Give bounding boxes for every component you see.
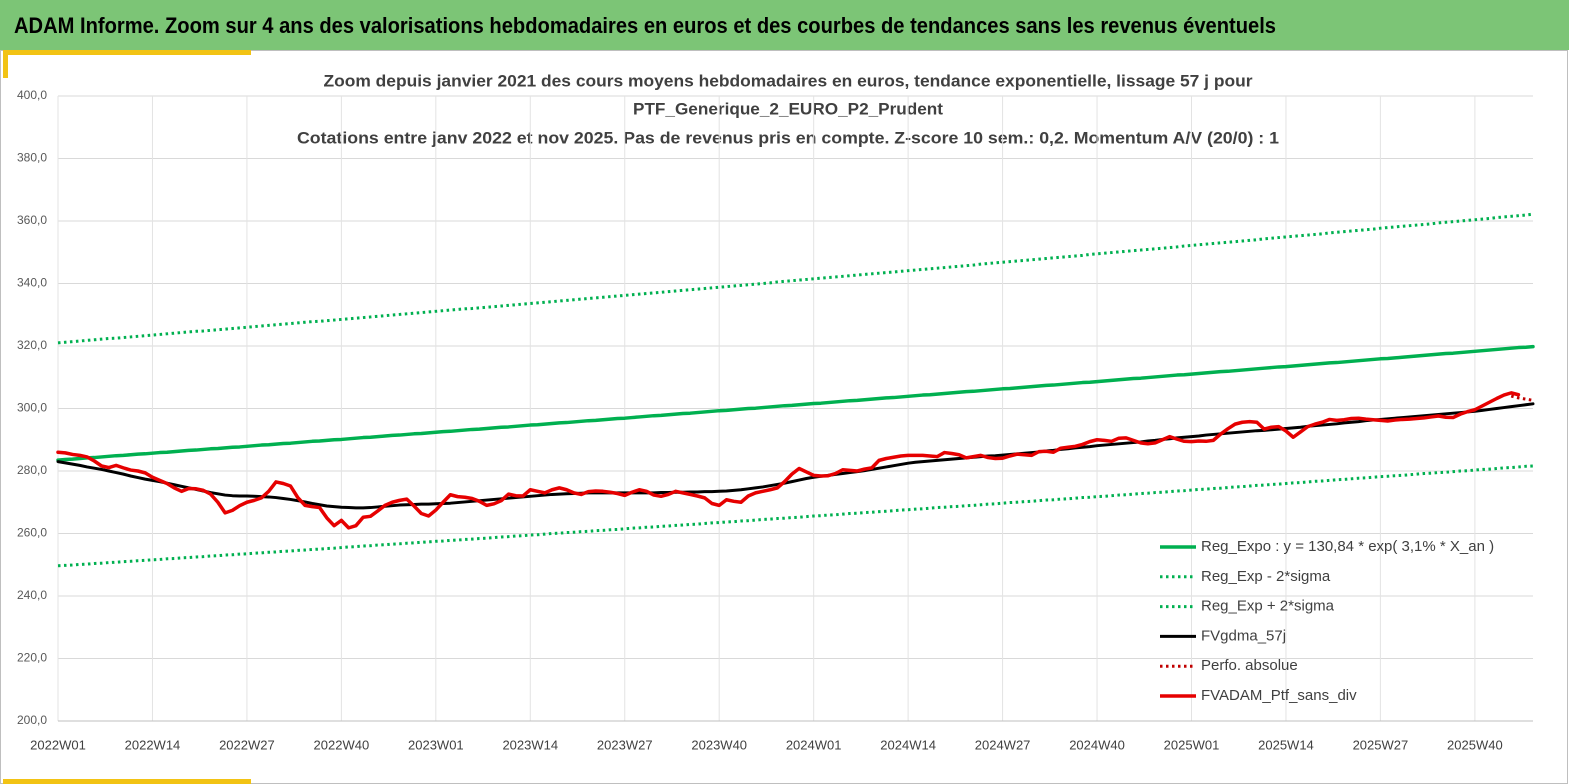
series-line [57,464,1534,568]
series-line [56,344,1535,462]
series-line [56,391,1521,530]
y-tick-label: 340,0 [17,276,47,290]
chart-title: PTF_Generique_2_EURO_P2_Prudent [633,99,943,118]
x-tick-label: 2024W14 [880,737,936,752]
y-tick-label: 200,0 [17,713,47,727]
x-tick-label: 2023W14 [502,737,558,752]
chart-title: Zoom depuis janvier 2021 des cours moyen… [324,71,1253,90]
x-tick-label: 2022W14 [125,737,181,752]
y-tick-label: 220,0 [17,651,47,665]
series-line [57,212,1534,345]
y-tick-label: 380,0 [17,151,47,165]
x-tick-label: 2022W40 [314,737,370,752]
x-tick-label: 2024W27 [975,737,1031,752]
accent-left [3,50,8,78]
y-tick-label: 400,0 [17,88,47,102]
y-tick-label: 280,0 [17,463,47,477]
header-title: ADAM Informe. Zoom sur 4 ans des valoris… [14,13,1276,38]
x-tick-label: 2024W01 [786,737,842,752]
legend-label: Reg_Expo : y = 130,84 * exp( 3,1% * X_an… [1201,538,1494,555]
x-tick-label: 2025W27 [1353,737,1409,752]
x-tick-label: 2022W01 [30,737,86,752]
legend-label: FVADAM_Ptf_sans_div [1201,687,1357,704]
y-tick-label: 300,0 [17,401,47,415]
legend-label: Perfo. absolue [1201,657,1298,674]
x-tick-label: 2023W01 [408,737,464,752]
legend-label: Reg_Exp + 2*sigma [1201,598,1335,615]
x-tick-label: 2025W01 [1164,737,1220,752]
accent-top [3,50,251,55]
chart-title: Cotations entre janv 2022 et nov 2025. P… [297,128,1279,147]
y-tick-label: 240,0 [17,588,47,602]
x-tick-label: 2025W40 [1447,737,1503,752]
x-tick-label: 2023W27 [597,737,653,752]
x-tick-label: 2025W14 [1258,737,1314,752]
legend-label: Reg_Exp - 2*sigma [1201,568,1331,585]
y-tick-label: 260,0 [17,526,47,540]
series-line [1510,394,1534,402]
x-tick-label: 2024W40 [1069,737,1125,752]
x-tick-label: 2022W27 [219,737,275,752]
accent-bottom [3,779,251,784]
plot-area [56,212,1535,568]
legend-label: FVgdma_57j [1201,627,1286,644]
grid: 200,0 220,0 240,0 260,0 280,0 300,0 320,0 340,0… [17,88,1533,752]
legend: Reg_Expo : y = 130,84 * exp( 3,1% * X_an… [1160,538,1494,704]
header-bar [0,0,1569,50]
y-tick-label: 360,0 [17,213,47,227]
y-tick-label: 320,0 [17,338,47,352]
x-tick-label: 2023W40 [691,737,747,752]
